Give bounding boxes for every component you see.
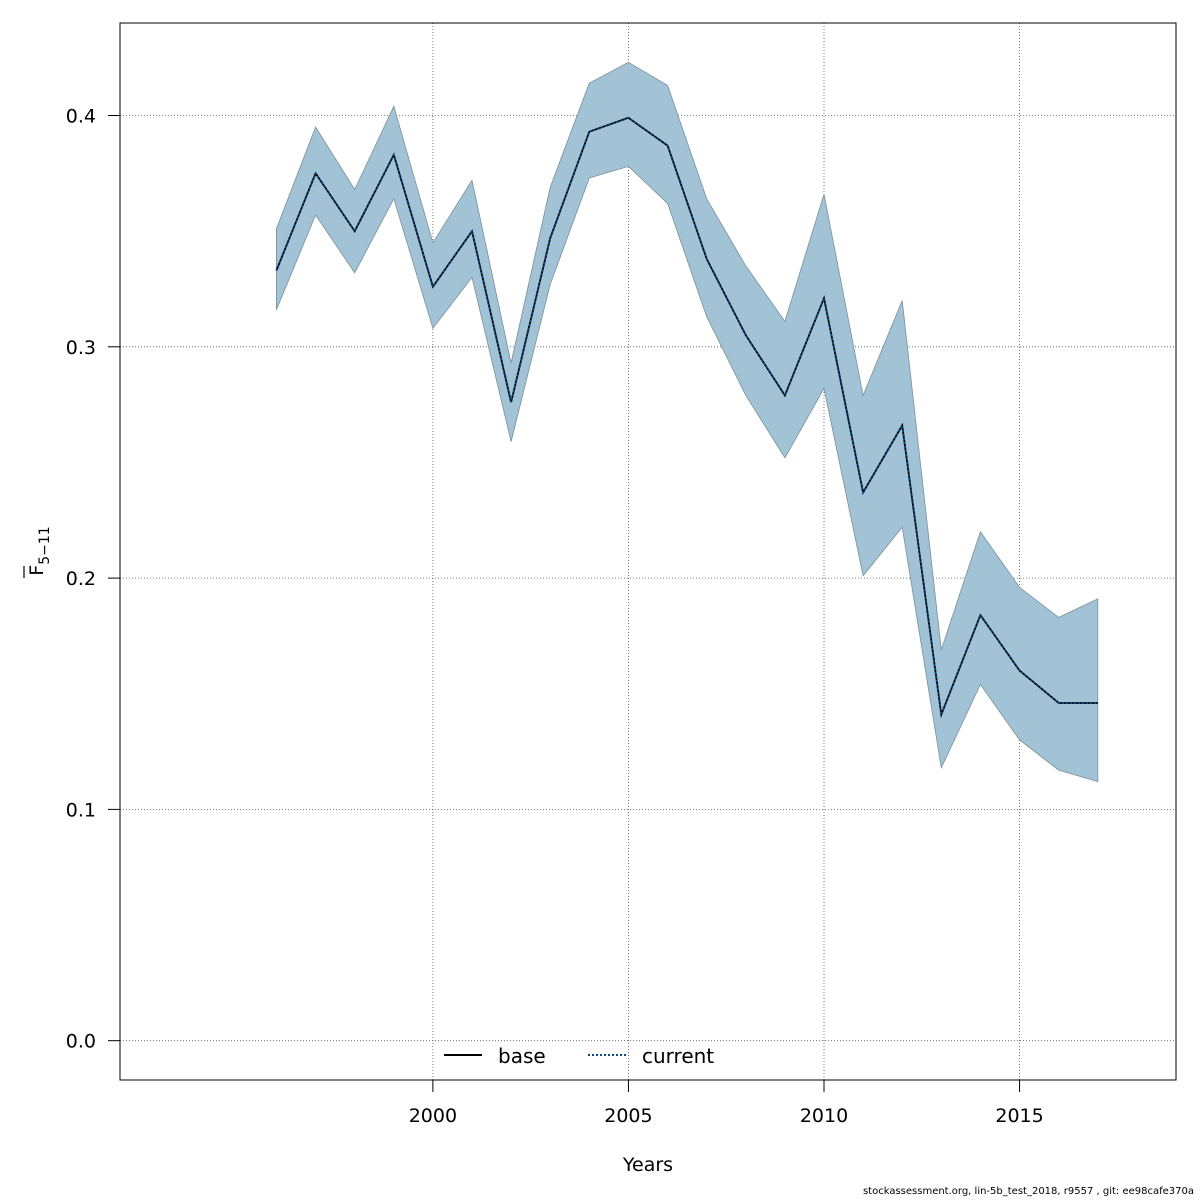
series-lines (275, 116, 1098, 719)
svg-text:F5−11: F5−11 (26, 526, 53, 575)
x-axis-title: Years (622, 1154, 673, 1176)
y-axis: 0.0 0.1 0.2 0.3 0.4 (66, 106, 120, 1053)
legend-label-base: base (498, 1044, 546, 1068)
plot-frame (119, 22, 1177, 1081)
x-tick-label: 2010 (800, 1105, 848, 1127)
x-tick-label: 2005 (604, 1105, 652, 1127)
y-axis-title-subscript: 5−11 (37, 526, 53, 564)
y-tick-label: 0.1 (66, 799, 96, 821)
y-tick-label: 0.2 (66, 568, 96, 590)
x-axis: 2000 2005 2010 2015 (409, 1080, 1044, 1127)
series-line-current (275, 116, 1098, 719)
legend: base current (444, 1044, 714, 1068)
y-tick-label: 0.0 (66, 1031, 96, 1053)
x-tick-label: 2000 (409, 1105, 457, 1127)
confidence-band (276, 61, 1099, 783)
y-axis-title-main: F (26, 565, 48, 576)
footer-caption: stockassessment.org, lin-5b_test_2018, r… (862, 1186, 1194, 1197)
y-tick-label: 0.4 (66, 106, 96, 128)
legend-label-current: current (642, 1044, 714, 1068)
x-tick-label: 2015 (995, 1105, 1043, 1127)
y-axis-title: F5−11 (23, 526, 53, 578)
y-tick-label: 0.3 (66, 337, 96, 359)
